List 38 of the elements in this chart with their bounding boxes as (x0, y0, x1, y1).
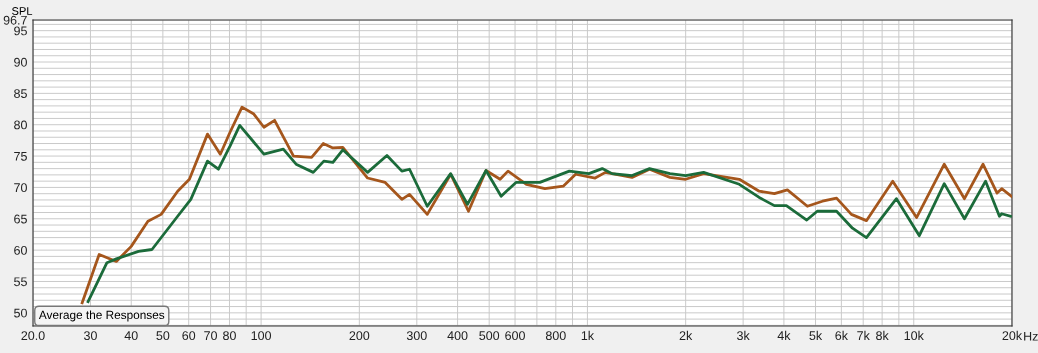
x-tick-label: 300 (406, 331, 427, 341)
x-tick-label: 10k (904, 330, 924, 341)
x-tick-label: 4k (777, 330, 791, 340)
x-tick-label: 200 (349, 331, 370, 341)
x-tick-label: 100 (251, 331, 272, 341)
x-tick-label: 50 (156, 331, 170, 341)
x-tick-label: 500 (479, 331, 500, 341)
y-tick-label: 50 (14, 308, 27, 318)
x-tick-label: 6k (835, 330, 848, 341)
x-tick-label: 20.0 (21, 331, 45, 341)
annotation: Average the Responses (38, 310, 165, 322)
x-tick-label: 800 (545, 331, 566, 341)
x-tick-label: 3k (737, 330, 750, 341)
y-tick-label: 95 (14, 26, 27, 36)
y-tick-label: 60 (14, 245, 27, 255)
x-tick-label: 600 (505, 331, 525, 341)
x-tick-label: 30 (83, 331, 97, 341)
x-tick-label: 400 (447, 331, 468, 341)
y-tick-label: 85 (14, 89, 27, 99)
y-tick-label: 65 (14, 214, 27, 224)
y-tick-label: 90 (14, 57, 27, 67)
x-tick-label: 60 (182, 331, 196, 341)
y-tick-label: 96.7 (3, 15, 27, 25)
y-tick-label: 70 (14, 183, 27, 193)
y-axis-title: SPL (12, 7, 33, 15)
x-tick-label: 40 (124, 331, 138, 341)
x-tick-label: 2k (679, 330, 693, 340)
x-tick-label: 80 (223, 331, 236, 341)
y-tick-label: 75 (14, 152, 27, 161)
x-tick-label: 7k (857, 330, 870, 340)
x-tick-label: 1k (581, 330, 595, 340)
x-tick-label: 5k (809, 330, 823, 341)
x-tick-label: 20k (1002, 330, 1023, 341)
x-axis-title: Hz (1024, 332, 1038, 341)
y-tick-label: 55 (14, 277, 27, 287)
x-tick-label: 70 (204, 331, 218, 341)
x-tick-label: 8k (876, 330, 889, 341)
y-tick-label: 80 (14, 120, 27, 130)
